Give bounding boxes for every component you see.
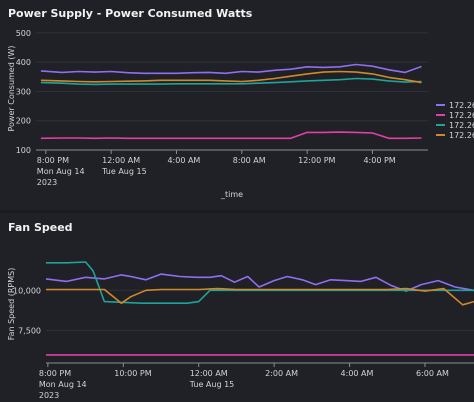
x-tick-label: Mon Aug 14	[39, 380, 87, 389]
series-line-3	[40, 77, 422, 86]
y-tick-label: 400	[16, 58, 31, 67]
power-panel-title: Power Supply - Power Consumed Watts	[8, 7, 253, 20]
fan-panel-title: Fan Speed	[8, 221, 73, 234]
y-axis-title: Fan Speed (RPMS)	[7, 268, 16, 341]
x-tick-label: Tue Aug 15	[189, 380, 235, 389]
y-tick-label: 200	[16, 117, 31, 126]
fan-speed-chart[interactable]: 7,500 10,000 8:00 PM Mon Aug 14 2023 10:00 PM…	[0, 213, 474, 402]
power-consumed-chart[interactable]: 100 200 300 400 500 8:00 PM Mon Aug 14 2023 12:0…	[0, 0, 474, 210]
x-tick-label: 8:00 AM	[233, 156, 266, 165]
y-tick-label: 10,000	[13, 286, 41, 295]
fan-speed-panel: Fan Speed 7,500 10,000 8:00 PM Mon Aug 14 20…	[0, 213, 474, 402]
y-axis-title: Power Consumed (W)	[7, 45, 16, 131]
x-tick-label: 4:00 AM	[167, 156, 200, 165]
legend-label: 172.26	[449, 121, 474, 130]
series-line-2	[40, 131, 422, 140]
series-line-2	[46, 261, 474, 304]
x-tick-label: 4:00 AM	[341, 369, 374, 378]
series-line-4	[40, 70, 422, 84]
x-tick-label: 12:00 PM	[298, 156, 335, 165]
x-tick-label: 8:00 PM	[37, 156, 69, 165]
legend-label: 172.26	[449, 101, 474, 110]
power-supply-panel: Power Supply - Power Consumed Watts 100 2…	[0, 0, 474, 210]
y-tick-label: 500	[16, 29, 31, 38]
legend-label: 172.26	[449, 111, 474, 120]
x-tick-label: 6:00 AM	[416, 369, 449, 378]
x-tick-label: 12:00 AM	[102, 156, 140, 165]
x-tick-label: Tue Aug 15	[101, 167, 147, 176]
x-tick-label: 2023	[39, 391, 59, 400]
x-tick-label: 12:00 AM	[190, 369, 228, 378]
series-line-1	[45, 273, 474, 292]
x-tick-label: Mon Aug 14	[37, 167, 85, 176]
series-line-3	[46, 287, 474, 306]
x-tick-label: 2023	[37, 178, 57, 187]
legend-label: 172.26	[449, 131, 474, 140]
x-axis-title: _time	[220, 190, 243, 199]
x-tick-label: 2:00 AM	[265, 369, 298, 378]
y-tick-label: 100	[16, 146, 31, 155]
x-tick-label: 8:00 PM	[39, 369, 71, 378]
y-tick-label: 7,500	[18, 327, 41, 336]
x-tick-label: 4:00 PM	[363, 156, 395, 165]
series-line-1	[40, 63, 422, 75]
x-tick-label: 10:00 PM	[114, 369, 151, 378]
y-tick-label: 300	[16, 87, 31, 96]
